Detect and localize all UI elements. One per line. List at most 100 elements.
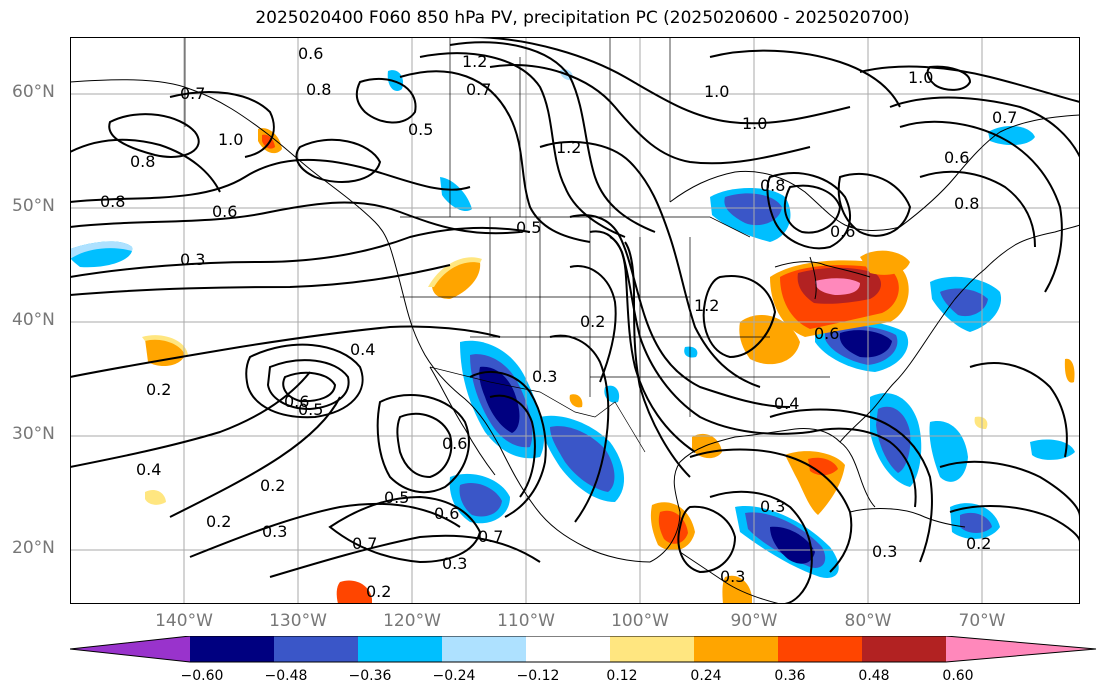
colorbar: −0.60 −0.48 −0.36 −0.24 −0.12 0.12 0.24 … <box>69 635 1100 686</box>
contour-label: 0.6 <box>434 504 459 523</box>
map-frame <box>70 37 1080 604</box>
contour-line-48 <box>677 505 737 574</box>
contour-line-22 <box>899 120 1063 293</box>
contour-label: 0.8 <box>306 80 331 99</box>
contour-line-24 <box>859 65 1081 103</box>
contour-label: 0.3 <box>532 367 557 386</box>
contour-label: 0.2 <box>146 380 171 399</box>
contour-label: 1.2 <box>694 296 719 315</box>
contour-line-51 <box>709 49 901 108</box>
precip-blob-alaska-orange-core <box>262 134 275 149</box>
contour-line-37 <box>469 371 547 518</box>
contour-line-19 <box>766 172 851 250</box>
colorbar-swatch <box>526 636 610 662</box>
precip-blob-pacific-orange-edge <box>142 335 188 355</box>
map-panel: 0.6 0.8 0.7 1.0 0.8 0.8 0.6 0.3 0.5 1.2 … <box>69 36 1081 605</box>
precip-blob-gulf-small <box>684 346 698 358</box>
contour-line-06 <box>295 138 382 183</box>
contour-line-52 <box>919 170 1036 248</box>
contour-line-13 <box>539 141 761 388</box>
contour-line-42 <box>709 490 813 605</box>
contour-label: 0.2 <box>206 512 231 531</box>
colorbar-tick-label: 0.36 <box>774 668 806 684</box>
precip-blob-northeast-core <box>940 288 988 317</box>
contour-label: 0.3 <box>180 250 205 269</box>
colorbar-tick-label: −0.24 <box>432 668 476 684</box>
contour-line-49 <box>169 91 275 158</box>
precip-blob-gulf-red <box>808 457 838 476</box>
contour-label: 0.7 <box>992 108 1017 127</box>
coast-baja <box>429 366 496 476</box>
lon-label-110w: 110°W <box>497 611 555 631</box>
contour-label: 0.8 <box>100 192 125 211</box>
lon-label-130w: 130°W <box>269 611 327 631</box>
contour-line-32 <box>189 502 461 558</box>
precip-blob-mexico-small <box>569 394 583 408</box>
political-borders <box>184 37 830 453</box>
lat-label-30n: 30°N <box>12 424 55 444</box>
contour-line-10 <box>449 41 656 233</box>
contour-line-28 <box>282 371 337 403</box>
contour-line-41 <box>689 448 853 573</box>
contour-label: 0.8 <box>954 194 979 213</box>
contour-label: 0.6 <box>442 434 467 453</box>
contour-line-04 <box>69 264 451 296</box>
lat-label-50n: 50°N <box>12 196 55 216</box>
contour-label: 0.2 <box>966 534 991 553</box>
precip-blob-mexico-core <box>479 366 520 433</box>
coast-cuba <box>849 508 966 528</box>
contour-label: 0.3 <box>442 554 467 573</box>
contour-label: 0.8 <box>130 152 155 171</box>
contour-label: 1.2 <box>556 138 581 157</box>
border-us-canada <box>400 216 751 238</box>
contour-line-29 <box>69 325 501 378</box>
precip-blob-atlantic-se-core <box>960 512 992 533</box>
contour-label: 0.3 <box>872 542 897 561</box>
colorbar-swatch <box>274 636 358 662</box>
precip-blob-yucatan-core <box>658 510 688 544</box>
contour-line-35 <box>376 394 470 494</box>
contour-line-12 <box>489 64 811 165</box>
contour-label: 0.3 <box>760 497 785 516</box>
colorbar-tick-label: −0.60 <box>180 668 224 684</box>
colorbar-svg <box>69 635 1097 663</box>
contour-label: 1.0 <box>742 114 767 133</box>
colorbar-tick-label: −0.36 <box>348 668 392 684</box>
contour-label: 0.2 <box>260 476 285 495</box>
coast-lake-michigan <box>809 256 817 300</box>
contour-line-20 <box>783 184 842 234</box>
precip-blob-atlantic-small-orange <box>1064 358 1075 383</box>
colorbar-tick-label: 0.60 <box>942 668 974 684</box>
coast-labrador <box>899 114 1081 228</box>
colorbar-tick-label: 0.48 <box>858 668 890 684</box>
contour-value-labels: 0.6 0.8 0.7 1.0 0.8 0.8 0.6 0.3 0.5 1.2 … <box>100 44 1017 601</box>
precip-blob-newfoundland <box>988 125 1035 146</box>
precip-blob-west-small <box>145 490 166 505</box>
map-svg: 0.6 0.8 0.7 1.0 0.8 0.8 0.6 0.3 0.5 1.2 … <box>69 36 1081 605</box>
contour-line-21 <box>837 172 912 237</box>
lat-label-60n: 60°N <box>12 82 55 102</box>
contour-line-07 <box>355 77 417 124</box>
contour-line-14 <box>569 214 791 408</box>
contour-label: 0.5 <box>408 120 433 139</box>
contour-line-25 <box>926 65 972 91</box>
precip-blob-baja-core <box>459 482 502 517</box>
colorbar-tick-label: 0.24 <box>690 668 722 684</box>
contour-label: 0.6 <box>814 324 839 343</box>
contour-line-16 <box>609 236 696 453</box>
coast-alaska <box>69 79 391 248</box>
colorbar-swatch <box>778 636 862 662</box>
contour-line-43 <box>769 408 933 563</box>
colorbar-swatch-extend-low <box>70 636 190 662</box>
contour-label: 1.0 <box>908 68 933 87</box>
map-background <box>70 37 1080 604</box>
precip-blob-nevada-edge <box>428 257 482 287</box>
colorbar-outline <box>69 635 1097 663</box>
contour-line-44 <box>809 427 917 508</box>
contour-line-03 <box>69 226 531 278</box>
precip-blob-atlantic-small <box>1030 439 1075 460</box>
precip-blob-bc-coast <box>440 177 472 212</box>
contour-line-17 <box>624 241 691 478</box>
contour-line-45 <box>939 460 1081 518</box>
contour-line-33 <box>269 534 541 578</box>
